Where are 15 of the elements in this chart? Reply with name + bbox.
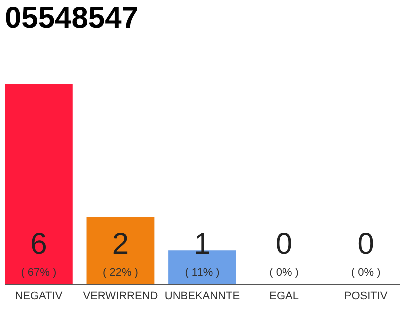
x-tick-label: NEGATIV xyxy=(15,290,64,302)
annotation: ( 22% ) xyxy=(102,267,138,279)
annotation: ( 0% ) xyxy=(351,267,381,279)
x-tick-label: POSITIV xyxy=(344,290,388,302)
chart-title: 05548547 xyxy=(5,2,138,35)
data-label: 0 xyxy=(276,228,293,261)
data-label: 6 xyxy=(30,228,48,261)
x-tick-label: EGAL xyxy=(270,290,299,302)
data-label: 2 xyxy=(112,228,130,261)
data-label: 0 xyxy=(358,228,374,261)
annotation: ( 67% ) xyxy=(21,267,57,279)
x-tick-label: VERWIRREND xyxy=(83,290,158,302)
annotation: ( 11% ) xyxy=(185,267,220,279)
x-tick-label: UNBEKANNTE xyxy=(164,290,240,302)
annotation: ( 0% ) xyxy=(270,267,299,279)
